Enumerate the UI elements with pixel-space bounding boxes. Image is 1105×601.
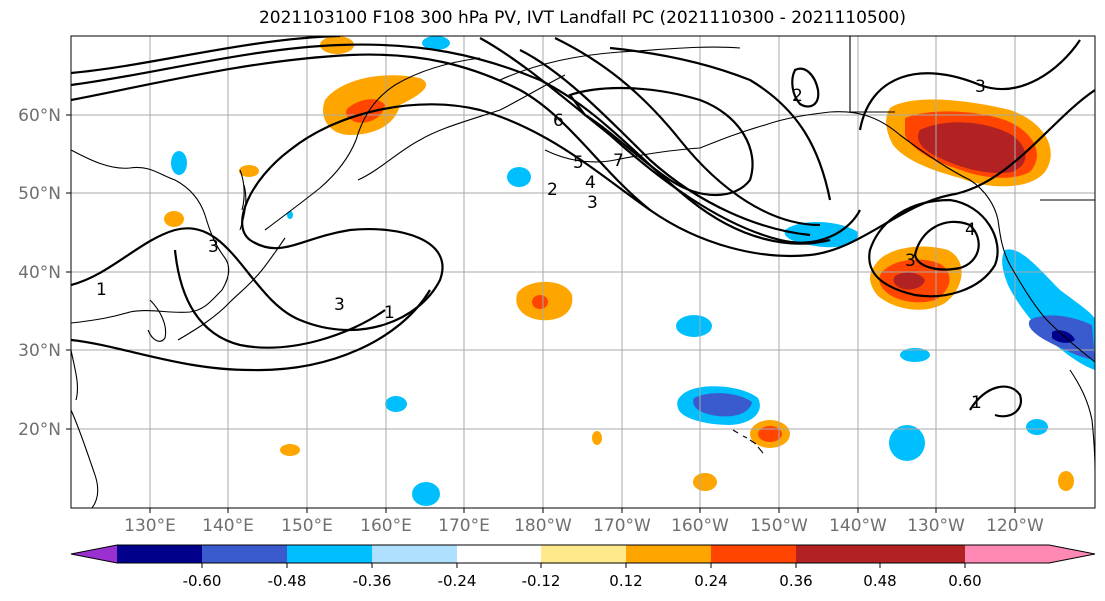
colorbar-segment xyxy=(796,545,880,563)
colorbar-tick-label: 0.60 xyxy=(948,572,981,590)
colorbar-tick-label: 0.36 xyxy=(779,572,812,590)
colorbar-segment xyxy=(372,545,457,563)
lon-label: 130°E xyxy=(124,516,176,536)
colorbar-extend-min xyxy=(71,545,117,563)
colorbar-segment xyxy=(541,545,626,563)
colorbar-tick-label: -0.36 xyxy=(353,572,392,590)
contour-label: 3 xyxy=(587,193,598,213)
gridlines xyxy=(71,36,1095,508)
contour-label: 3 xyxy=(208,237,219,257)
colorbar-tick-label: -0.60 xyxy=(183,572,222,590)
colorbar-tick-label: 0.24 xyxy=(694,572,727,590)
colorbar-segment xyxy=(287,545,372,563)
colorbar-tick-label: -0.12 xyxy=(522,572,561,590)
lat-label: 50°N xyxy=(18,184,61,204)
lat-label: 40°N xyxy=(18,263,61,283)
coastlines xyxy=(71,36,1095,508)
contour-label: 2 xyxy=(792,86,803,106)
lat-label: 60°N xyxy=(18,106,61,126)
colorbar-segment xyxy=(626,545,711,563)
colorbar-tick-label: 0.12 xyxy=(609,572,642,590)
colorbar-segment xyxy=(880,545,965,563)
contour-label: 4 xyxy=(965,220,976,240)
colorbar-outline xyxy=(70,544,1096,564)
lon-label: 140°W xyxy=(829,516,887,536)
lat-label: 30°N xyxy=(18,341,61,361)
colorbar-segment xyxy=(457,545,541,563)
longitude-labels: 130°E 140°E 150°E 160°E 170°E 180°W 170°… xyxy=(124,516,1044,536)
lon-label: 140°E xyxy=(202,516,254,536)
lon-label: 160°E xyxy=(360,516,412,536)
map-title: 2021103100 F108 300 hPa PV, IVT Landfall… xyxy=(258,8,906,28)
lon-label: 150°E xyxy=(281,516,333,536)
pv-contours xyxy=(71,36,1095,418)
colorbar-tick-label: -0.48 xyxy=(268,572,307,590)
contour-label: 1 xyxy=(384,303,395,323)
colorbar-tick-label: -0.24 xyxy=(438,572,477,590)
lon-label: 160°W xyxy=(671,516,729,536)
contour-label: 7 xyxy=(613,151,624,171)
lon-label: 170°E xyxy=(438,516,490,536)
longitude-ticks xyxy=(149,508,1016,513)
colorbar-segment xyxy=(711,545,796,563)
anomaly-shading xyxy=(164,36,1095,506)
contour-label: 3 xyxy=(975,77,986,97)
latitude-ticks xyxy=(66,114,71,430)
colorbar-segment xyxy=(117,545,202,563)
contour-label: 1 xyxy=(96,280,107,300)
contour-label: 1 xyxy=(971,393,982,413)
lon-label: 120°W xyxy=(986,516,1044,536)
contour-label: 2 xyxy=(547,180,558,200)
lon-label: 130°W xyxy=(907,516,965,536)
contour-label: 3 xyxy=(905,251,916,271)
colorbar: -0.60 -0.48 -0.36 -0.24 -0.12 0.12 0.24 … xyxy=(70,544,1096,590)
contour-label: 6 xyxy=(553,111,564,131)
contour-label: 4 xyxy=(585,173,596,193)
lat-label: 20°N xyxy=(18,420,61,440)
contour-label: 5 xyxy=(573,153,584,173)
lon-label: 180°W xyxy=(514,516,572,536)
lon-label: 150°W xyxy=(750,516,808,536)
contour-label: 3 xyxy=(334,295,345,315)
colorbar-tick-label: 0.48 xyxy=(863,572,896,590)
contour-labels: 1 1 1 2 2 3 3 3 3 3 4 4 5 6 7 xyxy=(96,77,986,413)
latitude-labels: 60°N 50°N 40°N 30°N 20°N xyxy=(18,106,61,440)
lon-label: 170°W xyxy=(593,516,651,536)
colorbar-segment xyxy=(202,545,287,563)
